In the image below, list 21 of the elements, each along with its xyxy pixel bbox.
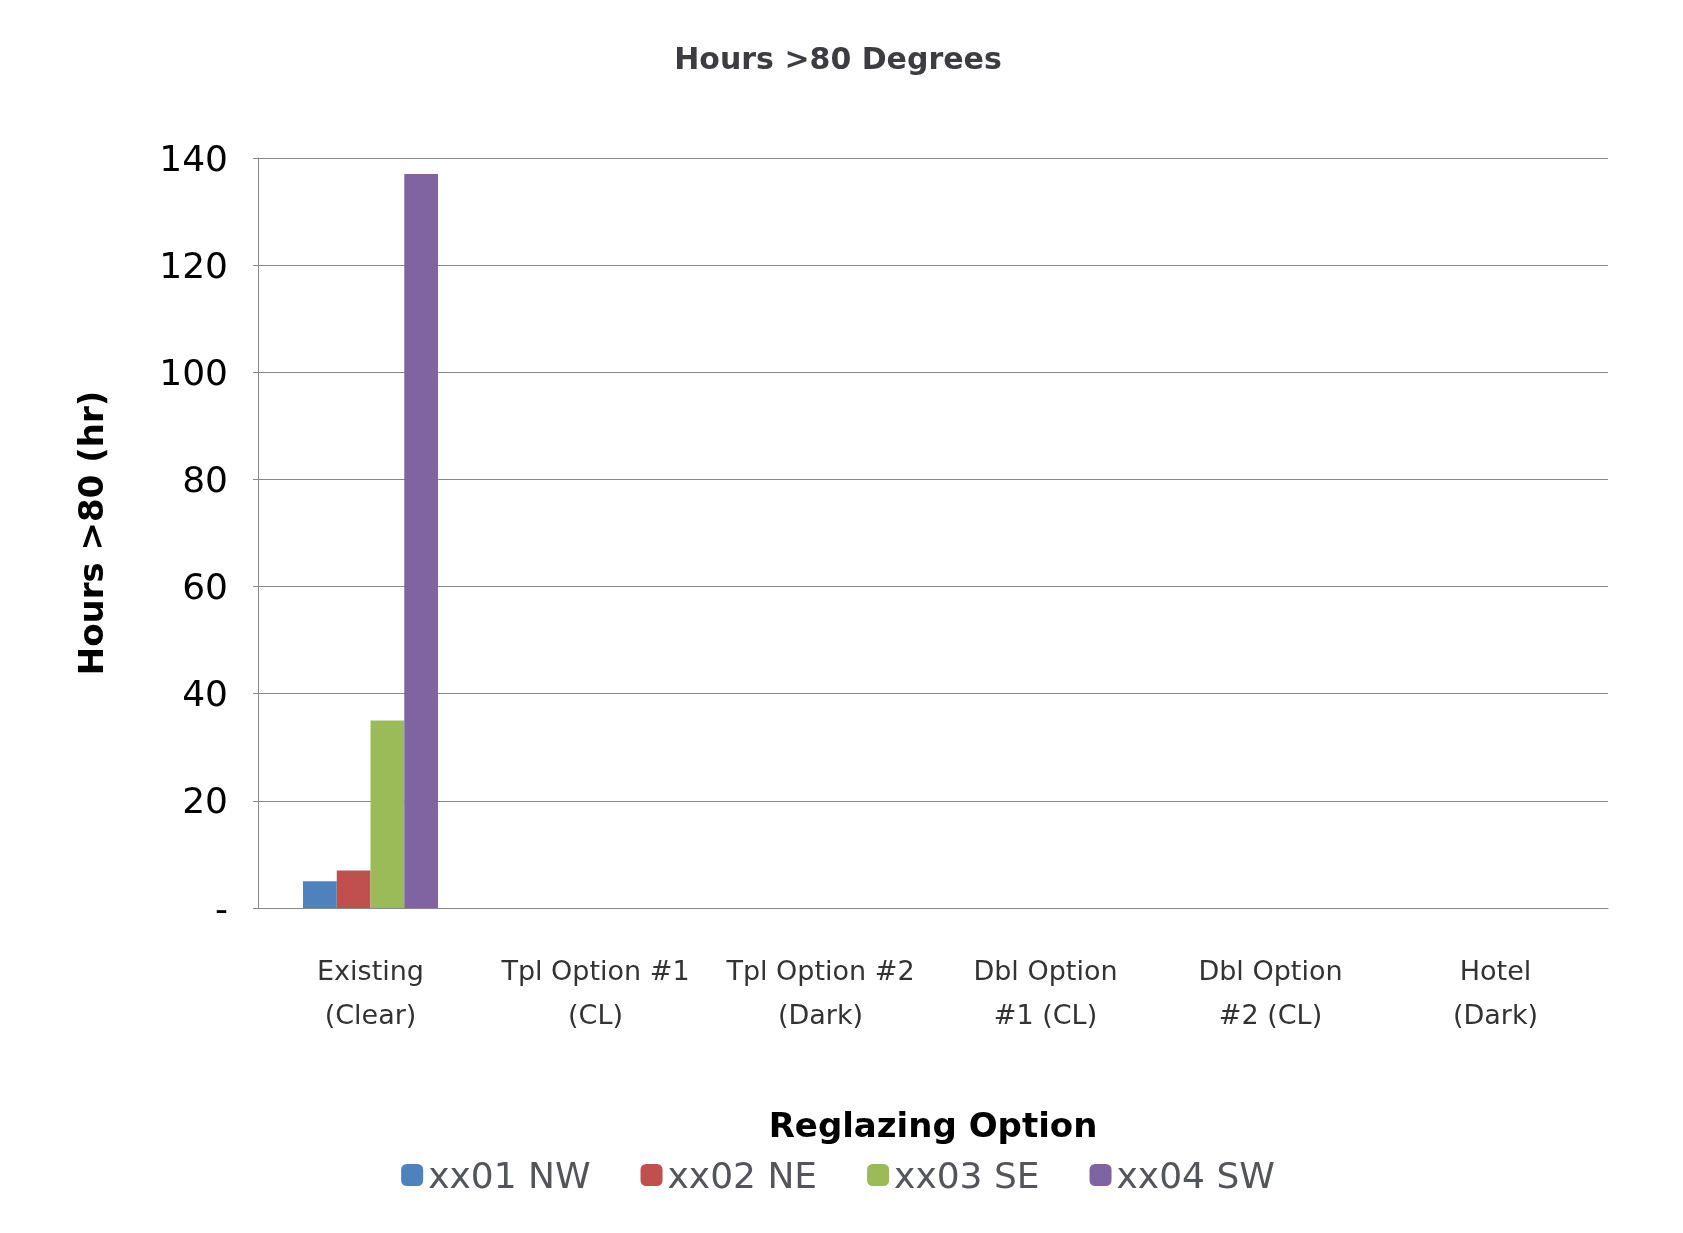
x-tick-label: Hotel (Dark) [1452,954,1539,1030]
y-tick-label: 80 [182,458,228,500]
x-tick-label: Dbl Option #1 (CL) [973,954,1118,1030]
legend-label: xx02 NE [667,1154,818,1196]
y-tick-label: - [215,887,228,929]
legend-label: xx01 NW [428,1154,591,1196]
x-tick-label: Existing (Clear) [317,954,424,1030]
y-axis-title: Hours >80 (hr) [71,390,111,676]
x-tick-label: Dbl Option #2 (CL) [1198,954,1343,1030]
y-tick-label: 20 [182,780,228,822]
x-tick-label: Tpl Option #1 (CL) [500,954,690,1030]
chart-title: Hours >80 Degrees [674,40,1002,76]
y-tick-label: 40 [182,673,228,715]
x-axis-title: Reglazing Option [768,1105,1098,1145]
legend-label: xx04 SW [1116,1154,1275,1196]
y-tick-label: 120 [159,244,228,286]
y-tick-label: 100 [159,351,228,393]
y-tick-label: 60 [182,566,228,608]
y-tick-label: 140 [159,137,228,179]
legend-label: xx03 SE [894,1154,1040,1196]
x-tick-label: Tpl Option #2 (Dark) [725,954,915,1030]
